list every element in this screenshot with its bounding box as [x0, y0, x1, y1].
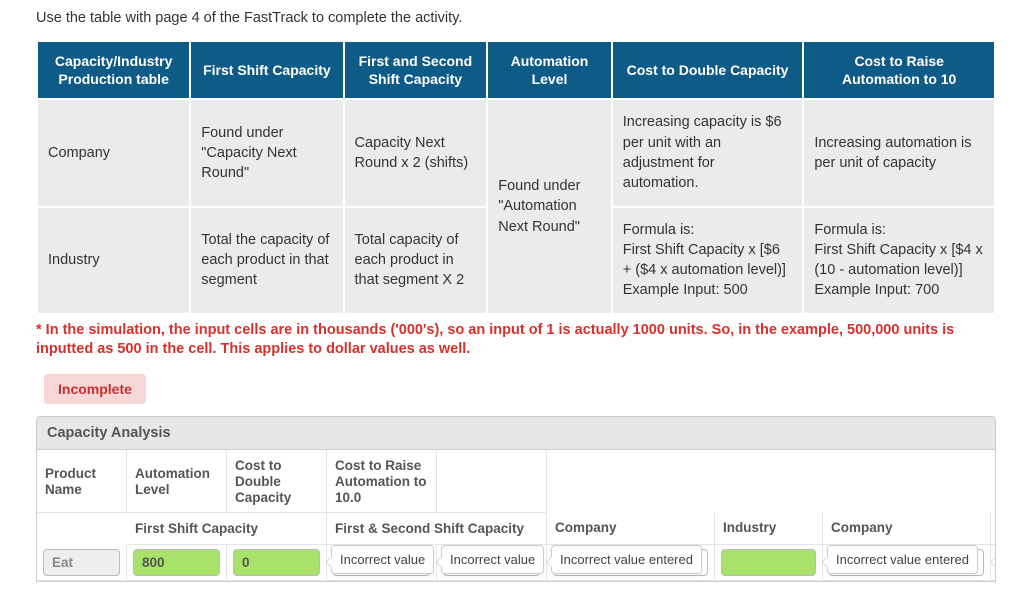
tooltip-incorrect: Incorrect value entered [551, 545, 702, 574]
info-th-2: First and Second Shift Capacity [344, 41, 488, 99]
col-cost-raise: Cost to Raise Automation to 10.0 [327, 450, 437, 514]
first-shift-industry-input[interactable] [233, 549, 320, 576]
product-name-input [43, 549, 120, 576]
status-badge: Incomplete [44, 374, 146, 404]
info-cell-automation: Found under "Automation Next Round" [487, 99, 612, 313]
col-automation-level: Automation Level [127, 450, 227, 514]
tooltip-incorrect: Incorrect value entered [827, 545, 978, 574]
table-row: Incorrect value entered [823, 545, 991, 581]
col-first-second-shift: First & Second Shift Capacity [327, 513, 547, 544]
tooltip-incorrect: Incorrect value [331, 545, 434, 574]
table-row [37, 545, 127, 581]
table-row: Incorrect value [437, 545, 547, 581]
table-row [715, 545, 823, 581]
info-th-3: Automation Level [487, 41, 612, 99]
col-trailing [437, 450, 547, 514]
tooltip-incorrect: Incorrect value [441, 545, 544, 574]
cost-double-input[interactable] [721, 549, 816, 576]
table-row [227, 545, 327, 581]
info-cell: Industry [37, 207, 190, 314]
info-th-1: First Shift Capacity [190, 41, 343, 99]
capacity-analysis-panel: Capacity Analysis Product Name First Shi… [36, 416, 996, 582]
info-cell: Company [37, 99, 190, 206]
table-row: Incorrect va [991, 545, 996, 581]
info-cell: Found under "Capacity Next Round" [190, 99, 343, 206]
info-table: Capacity/Industry Production table First… [36, 40, 996, 315]
info-cell: Total capacity of each product in that s… [344, 207, 488, 314]
table-row: Incorrect value [327, 545, 437, 581]
sub-company-2: Company [823, 513, 991, 544]
info-cell: Increasing automation is per unit of cap… [803, 99, 995, 206]
sub-company-1: Company [547, 513, 715, 544]
warning-text: * In the simulation, the input cells are… [36, 315, 996, 374]
info-cell: Capacity Next Round x 2 (shifts) [344, 99, 488, 206]
info-row-company: Company Found under "Capacity Next Round… [37, 99, 995, 206]
info-cell: Total the capacity of each product in th… [190, 207, 343, 314]
tooltip-incorrect: Incorrect va [995, 545, 996, 574]
col-cost-double: Cost to Double Capacity [227, 450, 327, 514]
analysis-grid: Product Name First Shift Capacity First … [37, 450, 995, 581]
instruction-text: Use the table with page 4 of the FastTra… [36, 0, 996, 40]
col-product-name: Product Name [37, 450, 127, 514]
sub-industry-2: Industry [991, 513, 996, 544]
table-row [127, 545, 227, 581]
table-row: Incorrect value entered [547, 545, 715, 581]
info-th-5: Cost to Raise Automation to 10 [803, 41, 995, 99]
info-cell: Formula is: First Shift Capacity x [$4 x… [803, 207, 995, 314]
sub-industry-1: Industry [715, 513, 823, 544]
col-first-shift: First Shift Capacity [127, 513, 327, 544]
info-cell: Formula is: First Shift Capacity x [$6 +… [612, 207, 804, 314]
first-shift-company-input[interactable] [133, 549, 220, 576]
info-th-4: Cost to Double Capacity [612, 41, 804, 99]
info-th-0: Capacity/Industry Production table [37, 41, 190, 99]
info-cell: Increasing capacity is $6 per unit with … [612, 99, 804, 206]
analysis-title: Capacity Analysis [37, 417, 995, 450]
